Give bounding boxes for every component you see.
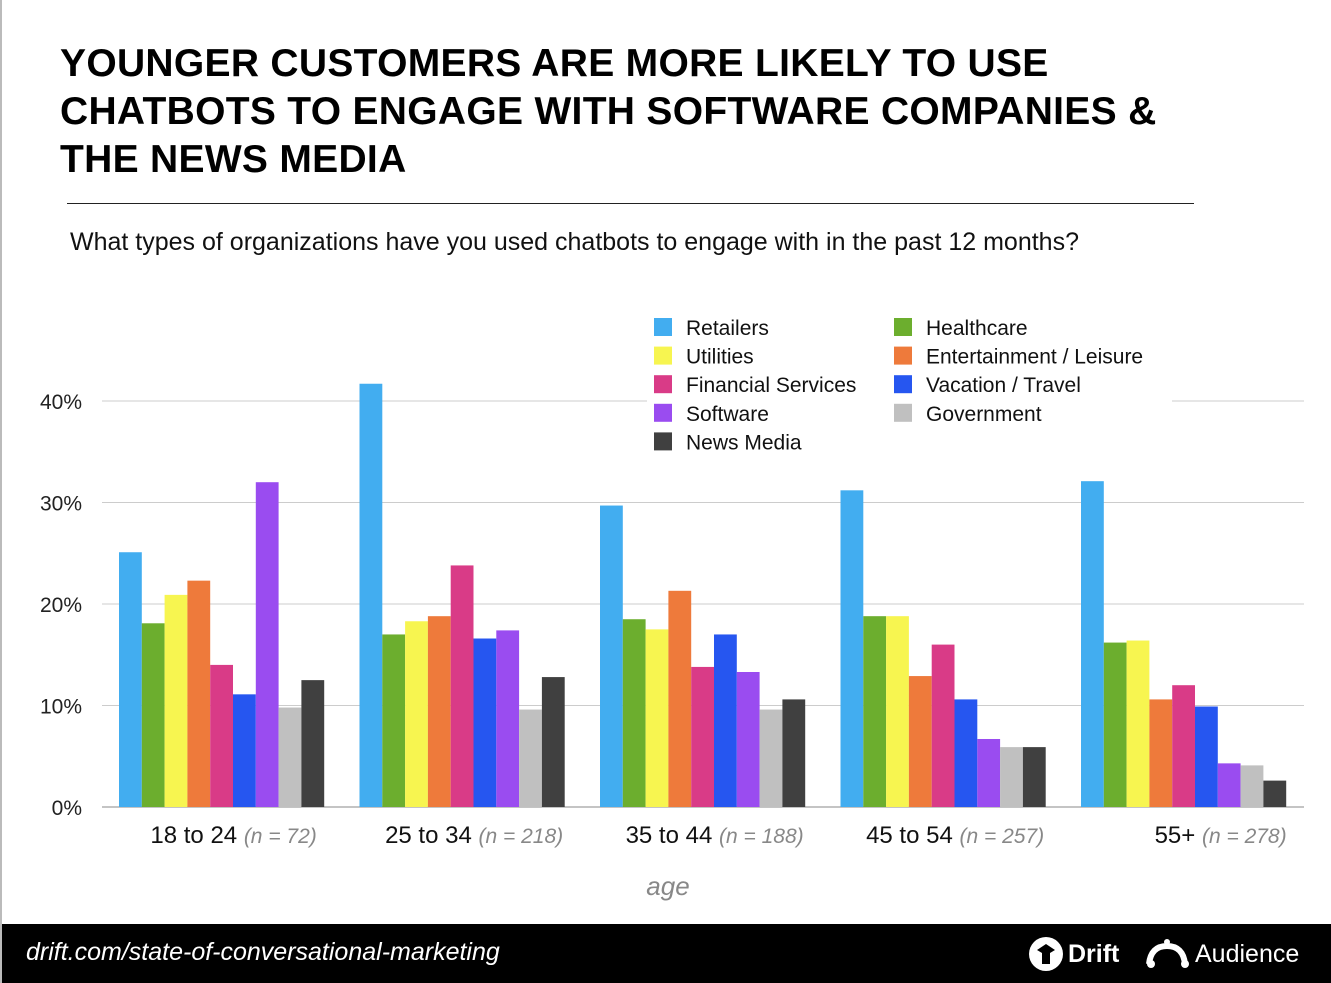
bar-government-1 — [519, 709, 542, 807]
bar-utilities-3 — [886, 616, 909, 807]
legend-label: Utilities — [686, 346, 754, 369]
legend-label: Software — [686, 403, 769, 426]
bar-retailers-1 — [359, 383, 383, 807]
bar-entertainment-leisure-3 — [908, 676, 932, 807]
bar-financial-services-3 — [931, 644, 955, 807]
bar-government-4 — [1240, 765, 1264, 807]
y-tick-label: 10% — [40, 696, 82, 719]
bar-news-media-3 — [1022, 747, 1046, 807]
bar-retailers-3 — [840, 490, 864, 807]
bar-financial-services-0 — [210, 664, 233, 807]
legend-swatch — [654, 432, 672, 451]
legend-swatch — [894, 346, 912, 365]
y-tick-label: 20% — [40, 594, 82, 617]
bar-news-media-1 — [541, 677, 565, 807]
bar-vacation-travel-3 — [954, 699, 978, 807]
legend-label: Healthcare — [926, 317, 1028, 340]
bar-utilities-4 — [1126, 640, 1150, 807]
bar-vacation-travel-2 — [714, 634, 737, 807]
footer-bar: drift.com/state-of-conversational-market… — [2, 924, 1331, 983]
bar-retailers-0 — [119, 552, 142, 807]
chart-title: YOUNGER CUSTOMERS ARE MORE LIKELY TO USE… — [60, 42, 1157, 181]
bar-retailers-4 — [1081, 481, 1104, 807]
legend-label: Government — [926, 403, 1042, 426]
bar-vacation-travel-1 — [473, 638, 497, 807]
legend-swatch — [894, 318, 912, 336]
title-divider — [67, 203, 1194, 204]
legend-swatch — [894, 403, 912, 422]
bar-retailers-2 — [600, 505, 623, 807]
bar-news-media-4 — [1263, 780, 1287, 807]
bar-software-2 — [736, 672, 760, 807]
bar-software-0 — [255, 482, 279, 807]
audience-logo: Audience — [1145, 936, 1299, 972]
drift-logo-text: Drift — [1068, 939, 1120, 968]
bar-utilities-1 — [405, 621, 428, 807]
bar-entertainment-leisure-4 — [1149, 699, 1173, 807]
legend-swatch — [654, 403, 672, 422]
x-tick-label: 25 to 34 (n = 218) — [385, 822, 563, 849]
bar-government-2 — [759, 709, 783, 807]
bar-government-3 — [1000, 747, 1023, 807]
y-tick-label: 0% — [52, 797, 82, 820]
bar-financial-services-2 — [691, 666, 714, 807]
bar-healthcare-4 — [1103, 642, 1127, 807]
footer-url[interactable]: drift.com/state-of-conversational-market… — [26, 938, 500, 966]
x-tick-label: 45 to 54 (n = 257) — [866, 822, 1044, 849]
x-tick-label: 18 to 24 (n = 72) — [150, 822, 316, 849]
bar-entertainment-leisure-2 — [668, 590, 692, 807]
y-tick-label: 40% — [40, 391, 82, 414]
bar-healthcare-2 — [622, 619, 646, 807]
legend-label: Financial Services — [686, 374, 856, 397]
bar-healthcare-0 — [141, 623, 165, 807]
bar-chart: 0% 10% 20% 30% 40% 18 to 24 (n = 72) 25 to 34 … — [40, 312, 1304, 901]
bar-entertainment-leisure-1 — [427, 616, 451, 807]
legend-swatch — [654, 318, 672, 336]
bar-financial-services-4 — [1172, 685, 1195, 807]
bar-utilities-0 — [164, 594, 188, 807]
legend-label: Vacation / Travel — [926, 374, 1081, 397]
bar-entertainment-leisure-0 — [187, 580, 211, 807]
legend-swatch — [654, 375, 672, 394]
bar-software-4 — [1217, 763, 1241, 807]
bar-vacation-travel-0 — [233, 694, 256, 807]
legend-swatch — [654, 346, 672, 365]
legend-label: Retailers — [686, 317, 769, 340]
legend-label: Entertainment / Leisure — [926, 346, 1143, 369]
bar-software-3 — [977, 738, 1001, 807]
bar-vacation-travel-4 — [1195, 706, 1218, 807]
bar-news-media-2 — [782, 699, 806, 807]
x-tick-label: 55+ (n = 278) — [1155, 822, 1287, 849]
bar-financial-services-1 — [450, 565, 474, 807]
audience-logo-text: Audience — [1195, 939, 1300, 968]
x-tick-label: 35 to 44 (n = 188) — [626, 822, 804, 849]
legend-swatch — [894, 375, 912, 394]
bar-government-0 — [278, 707, 302, 807]
legend-label: News Media — [686, 431, 802, 454]
x-axis-label: age — [646, 871, 689, 901]
bar-software-1 — [496, 630, 520, 807]
y-tick-label: 30% — [40, 493, 82, 516]
bar-utilities-2 — [645, 629, 669, 807]
bar-healthcare-1 — [382, 634, 406, 807]
bar-news-media-0 — [301, 680, 325, 807]
bar-healthcare-3 — [863, 616, 887, 807]
chart-subtitle: What types of organizations have you use… — [70, 228, 1079, 256]
drift-logo: Drift — [1028, 936, 1119, 972]
